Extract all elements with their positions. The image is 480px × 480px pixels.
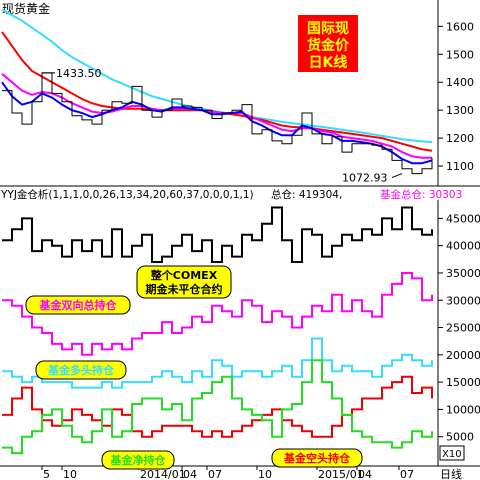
price-annotation-label: 1433.50 [56, 67, 102, 80]
positions-series-group [2, 206, 433, 455]
legend-fund-gross: 基金双向总持仓 [25, 295, 131, 315]
badge-line-3: 日K线 [309, 54, 348, 71]
legend-fund-short: 基金空头持仓 [271, 448, 363, 468]
positions-y-tick-label: 40000 [446, 240, 480, 253]
positions-series-comex-open-interest [2, 206, 433, 263]
positions-x-tick-label: 07 [400, 468, 414, 480]
positions-y-tick-label: 20000 [446, 349, 480, 362]
price-series-group [1, 8, 433, 175]
gold-price-badge: 国际现 货金价 日K线 [298, 15, 358, 72]
price-y-tick-label: 1400 [446, 76, 474, 89]
legend-fund-short-text: 基金空头持仓 [283, 451, 351, 465]
price-y-tick-label: 1500 [446, 48, 474, 61]
positions-series-fund-long-position [2, 337, 433, 389]
positions-x-tick-label: 10 [258, 468, 272, 480]
price-y-tick-label: 1100 [446, 160, 474, 173]
legend-fund-net-box [101, 450, 175, 470]
positions-x-tick-label: 日线 [440, 467, 462, 480]
legend-fund-long-text: 基金多头持仓 [47, 363, 115, 377]
legend-fund-long: 基金多头持仓 [35, 360, 127, 380]
positions-x-tick-label: 10 [63, 468, 77, 480]
price-y-tick-label: 1600 [446, 20, 474, 33]
positions-series-fund-short-position [2, 375, 433, 438]
price-annotations: 1433.50 1072.93 [42, 67, 403, 185]
price-annotation-label: 1072.93 [342, 172, 388, 185]
legend-comex-line-1: 整个COMEX [150, 268, 218, 282]
scale-label: X10 [442, 449, 462, 460]
scale-box [439, 445, 465, 461]
legend-fund-short-box [271, 448, 363, 468]
positions-y-tick-label: 30000 [446, 294, 480, 307]
price-y-tick-label: 1300 [446, 104, 474, 117]
price-series-price [2, 72, 433, 175]
legend-comex-open-interest: 整个COMEX 期金未平仓合约 [136, 265, 232, 299]
indicator-header: YYJ金仓析(1,1,1,0,0,26,13,34,20,60,37,0,0,0… [0, 188, 254, 201]
legend-fund-gross-box [25, 295, 131, 315]
legend-fund-net: 基金净持仓 [101, 450, 175, 470]
positions-y-tick-label: 5000 [446, 431, 474, 444]
positions-y-tick-label: 10000 [446, 403, 480, 416]
legend-fund-net-text: 基金净持仓 [110, 453, 167, 467]
positions-y-tick-label: 35000 [446, 267, 480, 280]
legend-fund-long-box [35, 360, 127, 380]
price-panel: 现货黄金 1100 1200 1300 1400 1500 1600 1433.50 107… [0, 0, 480, 187]
positions-x-tick-label: 07 [208, 468, 222, 480]
price-y-tick-label: 1200 [446, 132, 474, 145]
positions-x-tick-label: 5 [43, 468, 50, 480]
positions-x-tick-label: 2014/01 [140, 468, 186, 480]
badge-line-2: 货金价 [306, 37, 350, 54]
badge-background [298, 15, 358, 72]
positions-x-tick-label: 04 [183, 468, 197, 480]
price-series-ma-short [1, 81, 433, 165]
price-annotation-leader [391, 173, 403, 179]
positions-x-tick-label: 04 [358, 468, 372, 480]
legend-fund-gross-text: 基金双向总持仓 [39, 298, 118, 312]
price-y-ticks: 1100 1200 1300 1400 1500 1600 [438, 20, 474, 173]
positions-panel: YYJ金仓析(1,1,1,0,0,26,13,34,20,60,37,0,0,0… [0, 188, 480, 480]
positions-y-tick-label: 45000 [446, 212, 480, 225]
positions-y-tick-label: 25000 [446, 322, 480, 335]
positions-x-tick-label: 2015/01 [318, 468, 364, 480]
price-panel-title: 现货黄金 [2, 1, 50, 16]
price-series-ma-mid [1, 73, 432, 159]
positions-y-tick-label: 15000 [446, 376, 480, 389]
legend-comex-line-2: 期金未平仓合约 [146, 282, 223, 296]
badge-line-1: 国际现 [307, 21, 349, 37]
positions-series-fund-net-position [2, 359, 433, 455]
positions-series-fund-gross-position [2, 272, 433, 356]
positions-y-ticks: 5000 10000 15000 20000 25000 30000 35000 40000 4… [438, 212, 480, 444]
fund-total-label: 基金总仓: 30303 [380, 188, 462, 201]
legend-comex-box [136, 265, 232, 299]
total-position-label: 总仓: 419304, [271, 188, 342, 201]
